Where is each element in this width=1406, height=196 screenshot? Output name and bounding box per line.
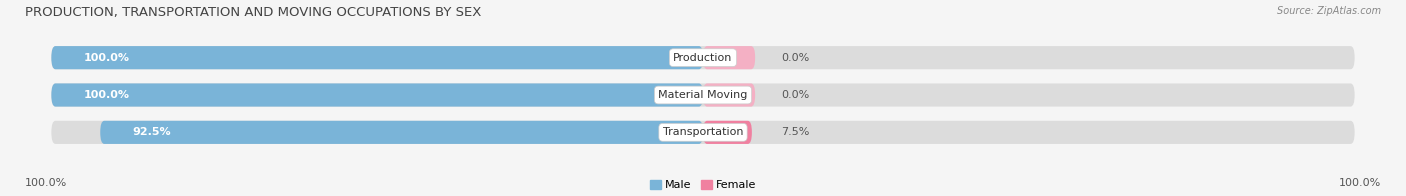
Text: 7.5%: 7.5% <box>782 127 810 137</box>
Text: 100.0%: 100.0% <box>84 90 129 100</box>
Text: 92.5%: 92.5% <box>132 127 172 137</box>
Text: Transportation: Transportation <box>662 127 744 137</box>
FancyBboxPatch shape <box>100 121 703 144</box>
Text: PRODUCTION, TRANSPORTATION AND MOVING OCCUPATIONS BY SEX: PRODUCTION, TRANSPORTATION AND MOVING OC… <box>25 6 482 19</box>
Text: Material Moving: Material Moving <box>658 90 748 100</box>
FancyBboxPatch shape <box>52 121 1354 144</box>
Text: 0.0%: 0.0% <box>782 90 810 100</box>
Text: 100.0%: 100.0% <box>25 178 67 188</box>
FancyBboxPatch shape <box>52 83 1354 107</box>
Text: 0.0%: 0.0% <box>782 53 810 63</box>
Text: 100.0%: 100.0% <box>84 53 129 63</box>
Text: Production: Production <box>673 53 733 63</box>
Legend: Male, Female: Male, Female <box>650 180 756 191</box>
FancyBboxPatch shape <box>703 46 755 69</box>
FancyBboxPatch shape <box>703 121 752 144</box>
Text: 100.0%: 100.0% <box>1339 178 1381 188</box>
FancyBboxPatch shape <box>52 83 703 107</box>
Text: Source: ZipAtlas.com: Source: ZipAtlas.com <box>1277 6 1381 16</box>
FancyBboxPatch shape <box>703 83 755 107</box>
FancyBboxPatch shape <box>52 46 703 69</box>
FancyBboxPatch shape <box>52 46 1354 69</box>
